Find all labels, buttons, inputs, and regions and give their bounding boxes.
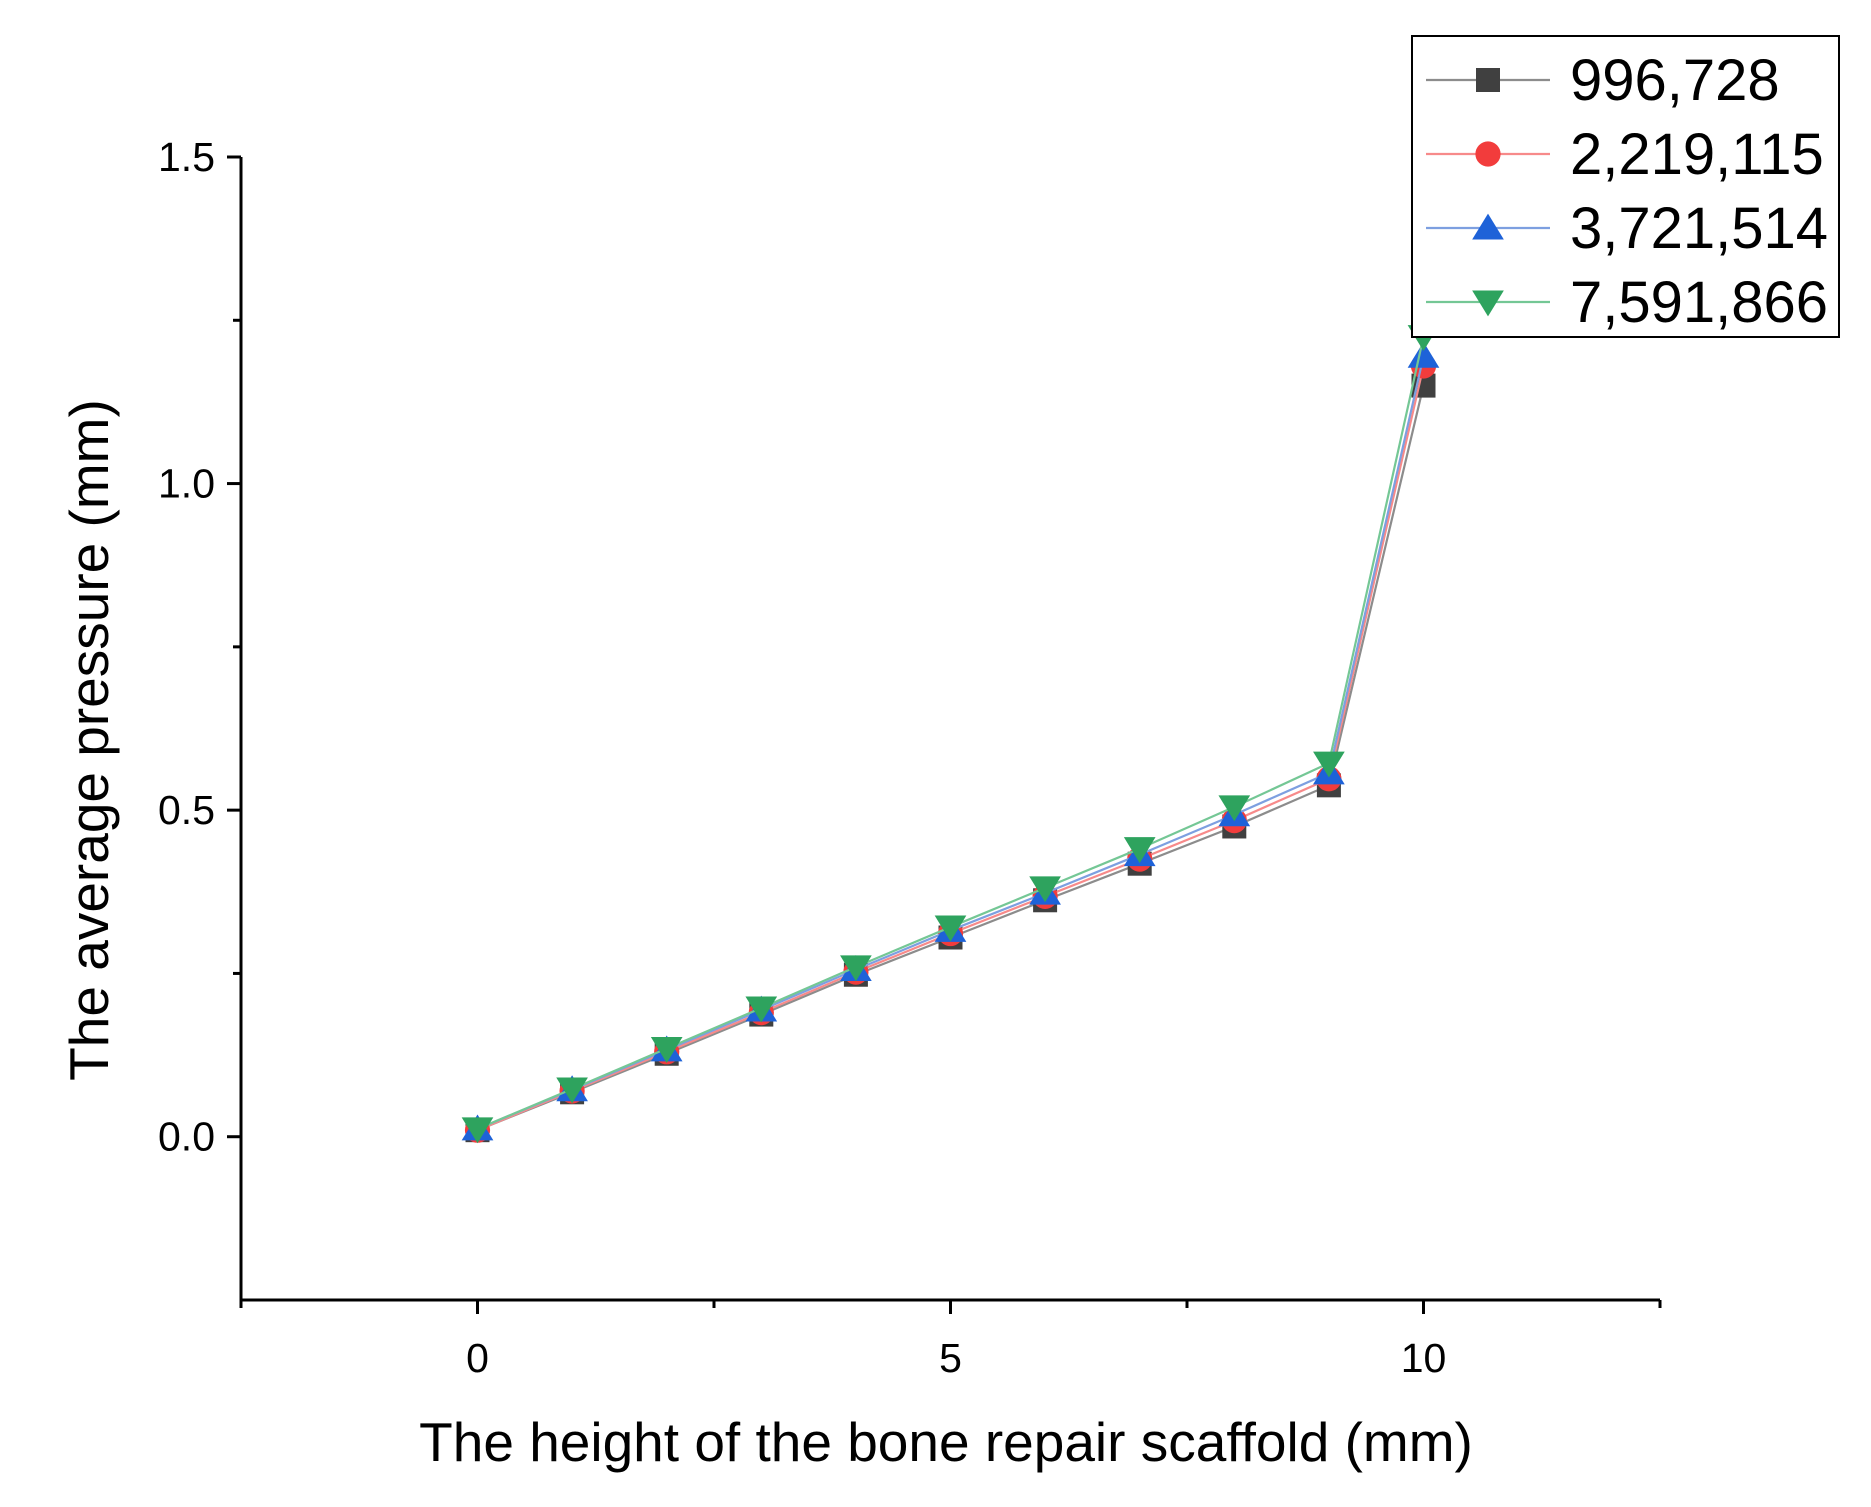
data-point bbox=[461, 1117, 494, 1144]
series-line bbox=[477, 365, 1425, 1132]
y-tick-label: 0.5 bbox=[158, 787, 215, 833]
data-point bbox=[1123, 837, 1156, 864]
y-tick-label: 1.5 bbox=[158, 134, 215, 180]
x-tick-label: 0 bbox=[466, 1335, 489, 1381]
series-layer bbox=[461, 325, 1440, 1144]
axes: 0.0 0.5 1.0 1.5 0 5 10 bbox=[158, 134, 1662, 1381]
x-axis-title: The height of the bone repair scaffold (… bbox=[419, 1411, 1473, 1473]
data-point bbox=[1218, 795, 1251, 822]
x-tick-label: 10 bbox=[1401, 1335, 1447, 1381]
series-3 bbox=[461, 341, 1440, 1141]
data-point bbox=[556, 1077, 588, 1104]
legend-marker bbox=[1472, 290, 1504, 317]
series-2 bbox=[464, 353, 1437, 1143]
legend-marker bbox=[1475, 141, 1501, 167]
data-point bbox=[1407, 341, 1440, 368]
legend-label: 3,721,514 bbox=[1570, 196, 1828, 261]
data-point bbox=[745, 996, 778, 1023]
data-point bbox=[934, 915, 967, 942]
legend-entry: 7,591,866 bbox=[1426, 270, 1828, 335]
legend-marker bbox=[1476, 68, 1500, 92]
data-point bbox=[1313, 751, 1345, 778]
legend-marker bbox=[1472, 213, 1504, 240]
legend-entry: 996,728 bbox=[1426, 48, 1780, 113]
legend-label: 996,728 bbox=[1570, 48, 1780, 113]
legend-label: 7,591,866 bbox=[1570, 270, 1828, 335]
series-line bbox=[477, 355, 1425, 1130]
x-tick-label: 5 bbox=[939, 1335, 962, 1381]
data-point bbox=[650, 1037, 683, 1063]
series-4 bbox=[461, 325, 1440, 1144]
legend-label: 2,219,115 bbox=[1570, 122, 1824, 187]
y-axis-title: The average pressure (mm) bbox=[58, 399, 120, 1081]
series-line bbox=[477, 336, 1425, 1130]
data-point bbox=[840, 955, 872, 982]
y-tick-label: 1.0 bbox=[158, 461, 215, 507]
legend: 996,728 2,219,115 3,721,514 7,591,866 bbox=[1411, 35, 1840, 338]
legend-entry: 3,721,514 bbox=[1426, 196, 1828, 261]
series-1 bbox=[465, 373, 1436, 1143]
y-tick-label: 0.0 bbox=[158, 1114, 215, 1160]
data-point bbox=[1029, 876, 1061, 903]
legend-entry: 2,219,115 bbox=[1426, 122, 1824, 187]
series-line bbox=[477, 385, 1425, 1132]
